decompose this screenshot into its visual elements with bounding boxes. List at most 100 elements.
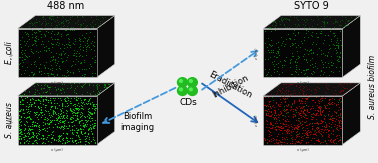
- Point: [90, 24, 96, 27]
- Point: [71, 52, 77, 55]
- Point: [265, 57, 271, 60]
- Point: [338, 89, 344, 91]
- Point: [286, 131, 292, 134]
- Point: [70, 129, 76, 132]
- Point: [76, 104, 82, 107]
- Point: [86, 128, 92, 131]
- Point: [338, 127, 344, 129]
- Point: [306, 131, 312, 133]
- Point: [274, 104, 280, 106]
- Point: [79, 86, 85, 89]
- Point: [74, 50, 81, 52]
- Point: [34, 121, 40, 124]
- Point: [81, 124, 87, 126]
- Point: [314, 85, 321, 88]
- Point: [56, 112, 62, 115]
- Point: [82, 26, 88, 29]
- Point: [77, 128, 84, 131]
- Point: [95, 24, 101, 26]
- Point: [271, 114, 277, 116]
- Point: [285, 127, 291, 130]
- Point: [281, 59, 287, 61]
- Point: [266, 135, 272, 138]
- Point: [342, 25, 348, 28]
- Point: [332, 34, 338, 37]
- Point: [309, 63, 315, 66]
- Point: [47, 17, 53, 19]
- Point: [76, 37, 82, 39]
- Point: [267, 123, 273, 125]
- Point: [87, 91, 93, 94]
- Text: z (μm): z (μm): [9, 114, 14, 126]
- Point: [321, 116, 327, 119]
- Point: [69, 116, 75, 119]
- Point: [324, 142, 330, 144]
- Point: [304, 94, 310, 97]
- Point: [332, 18, 338, 21]
- Point: [28, 48, 34, 50]
- Point: [286, 37, 292, 40]
- Point: [331, 109, 337, 112]
- Point: [82, 123, 88, 125]
- Point: [52, 38, 58, 40]
- Point: [295, 125, 301, 127]
- Point: [322, 125, 328, 127]
- Point: [74, 128, 80, 131]
- Point: [268, 49, 274, 51]
- Point: [27, 127, 33, 130]
- Point: [33, 139, 39, 141]
- Point: [326, 125, 332, 128]
- Point: [297, 88, 303, 91]
- Point: [71, 124, 77, 126]
- Point: [71, 102, 77, 105]
- Point: [26, 37, 32, 40]
- Point: [328, 123, 334, 126]
- Point: [82, 44, 88, 47]
- Point: [91, 41, 97, 43]
- Point: [327, 117, 333, 120]
- Point: [42, 123, 48, 126]
- Point: [48, 27, 54, 29]
- Point: [292, 126, 298, 128]
- Point: [72, 114, 78, 116]
- Point: [326, 102, 332, 105]
- Point: [263, 114, 269, 116]
- Point: [54, 73, 60, 75]
- Point: [318, 29, 324, 32]
- Point: [301, 84, 307, 87]
- Point: [74, 15, 81, 18]
- Point: [316, 140, 322, 142]
- Point: [287, 44, 293, 47]
- Point: [26, 110, 33, 112]
- Point: [309, 115, 315, 118]
- Point: [22, 124, 28, 126]
- Point: [337, 138, 343, 141]
- Point: [271, 142, 277, 145]
- Point: [17, 141, 23, 144]
- Point: [284, 118, 290, 121]
- Point: [322, 128, 328, 130]
- Point: [266, 103, 272, 105]
- Point: [294, 17, 300, 20]
- Point: [94, 83, 101, 86]
- Point: [333, 44, 339, 46]
- Point: [59, 60, 65, 63]
- Point: [319, 109, 325, 111]
- Point: [84, 123, 90, 126]
- Point: [79, 111, 85, 114]
- Point: [306, 122, 312, 125]
- Point: [40, 98, 46, 101]
- Point: [35, 28, 41, 31]
- Point: [45, 72, 51, 74]
- Point: [333, 41, 339, 43]
- Point: [335, 102, 341, 105]
- Point: [55, 135, 61, 138]
- Point: [336, 133, 342, 136]
- Point: [293, 34, 299, 36]
- Point: [26, 74, 32, 76]
- Point: [291, 127, 297, 130]
- Point: [293, 25, 299, 27]
- Point: [327, 122, 333, 124]
- Point: [23, 96, 29, 99]
- Point: [325, 61, 331, 64]
